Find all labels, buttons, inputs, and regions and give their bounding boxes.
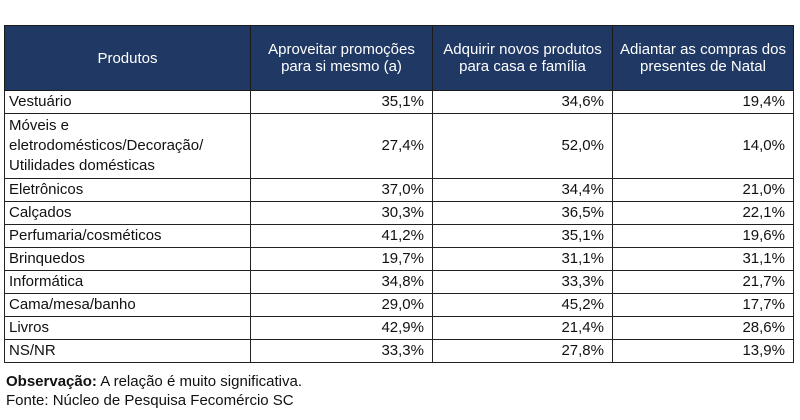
- table-row: NS/NR 33,3% 27,8% 13,9%: [4, 339, 794, 363]
- value-cell: 19,6%: [612, 224, 794, 248]
- value-cell: 31,1%: [432, 247, 613, 271]
- value-cell: 22,1%: [612, 201, 794, 225]
- value-cell: 34,8%: [250, 270, 433, 294]
- products-table: Produtos Aproveitar promoções para si me…: [4, 25, 794, 363]
- value-cell: 34,6%: [432, 90, 613, 114]
- value-cell: 41,2%: [250, 224, 433, 248]
- header-produtos: Produtos: [4, 25, 251, 91]
- table-row: Eletrônicos 37,0% 34,4% 21,0%: [4, 178, 794, 202]
- product-cell: Brinquedos: [4, 247, 251, 271]
- product-cell: Cama/mesa/banho: [4, 293, 251, 317]
- value-cell: 14,0%: [612, 113, 794, 179]
- table-row: Livros 42,9% 21,4% 28,6%: [4, 316, 794, 340]
- value-cell: 42,9%: [250, 316, 433, 340]
- product-cell: Livros: [4, 316, 251, 340]
- products-table-container: Produtos Aproveitar promoções para si me…: [4, 25, 794, 363]
- product-cell: NS/NR: [4, 339, 251, 363]
- product-cell: Eletrônicos: [4, 178, 251, 202]
- observation-line: Observação: A relação é muito significat…: [6, 372, 302, 391]
- table-row: Informática 34,8% 33,3% 21,7%: [4, 270, 794, 294]
- value-cell: 37,0%: [250, 178, 433, 202]
- value-cell: 19,7%: [250, 247, 433, 271]
- value-cell: 35,1%: [432, 224, 613, 248]
- value-cell: 52,0%: [432, 113, 613, 179]
- value-cell: 21,0%: [612, 178, 794, 202]
- value-cell: 35,1%: [250, 90, 433, 114]
- table-row: Brinquedos 19,7% 31,1% 31,1%: [4, 247, 794, 271]
- header-adiantar-compras: Adiantar as compras dos presentes de Nat…: [612, 25, 794, 91]
- value-cell: 45,2%: [432, 293, 613, 317]
- table-row: Vestuário 35,1% 34,6% 19,4%: [4, 90, 794, 114]
- product-cell: Informática: [4, 270, 251, 294]
- value-cell: 21,7%: [612, 270, 794, 294]
- header-aproveitar-promocoes: Aproveitar promoções para si mesmo (a): [250, 25, 433, 91]
- table-row: Móveis e eletrodomésticos/Decoração/ Uti…: [4, 113, 794, 179]
- header-adquirir-novos-produtos: Adquirir novos produtos para casa e famí…: [432, 25, 613, 91]
- value-cell: 19,4%: [612, 90, 794, 114]
- value-cell: 36,5%: [432, 201, 613, 225]
- observation-text: A relação é muito significativa.: [96, 373, 302, 390]
- product-cell: Vestuário: [4, 90, 251, 114]
- value-cell: 29,0%: [250, 293, 433, 317]
- value-cell: 33,3%: [250, 339, 433, 363]
- table-row: Cama/mesa/banho 29,0% 45,2% 17,7%: [4, 293, 794, 317]
- value-cell: 17,7%: [612, 293, 794, 317]
- table-header-row: Produtos Aproveitar promoções para si me…: [4, 25, 794, 91]
- value-cell: 13,9%: [612, 339, 794, 363]
- table-row: Perfumaria/cosméticos 41,2% 35,1% 19,6%: [4, 224, 794, 248]
- observation-label: Observação:: [6, 373, 97, 390]
- product-cell: Perfumaria/cosméticos: [4, 224, 251, 248]
- source-line: Fonte: Núcleo de Pesquisa Fecomércio SC: [6, 392, 294, 409]
- value-cell: 21,4%: [432, 316, 613, 340]
- table-notes: Observação: A relação é muito significat…: [6, 372, 302, 410]
- value-cell: 30,3%: [250, 201, 433, 225]
- product-cell: Calçados: [4, 201, 251, 225]
- value-cell: 33,3%: [432, 270, 613, 294]
- value-cell: 31,1%: [612, 247, 794, 271]
- value-cell: 34,4%: [432, 178, 613, 202]
- product-cell: Móveis e eletrodomésticos/Decoração/ Uti…: [4, 113, 251, 179]
- value-cell: 28,6%: [612, 316, 794, 340]
- table-row: Calçados 30,3% 36,5% 22,1%: [4, 201, 794, 225]
- value-cell: 27,8%: [432, 339, 613, 363]
- value-cell: 27,4%: [250, 113, 433, 179]
